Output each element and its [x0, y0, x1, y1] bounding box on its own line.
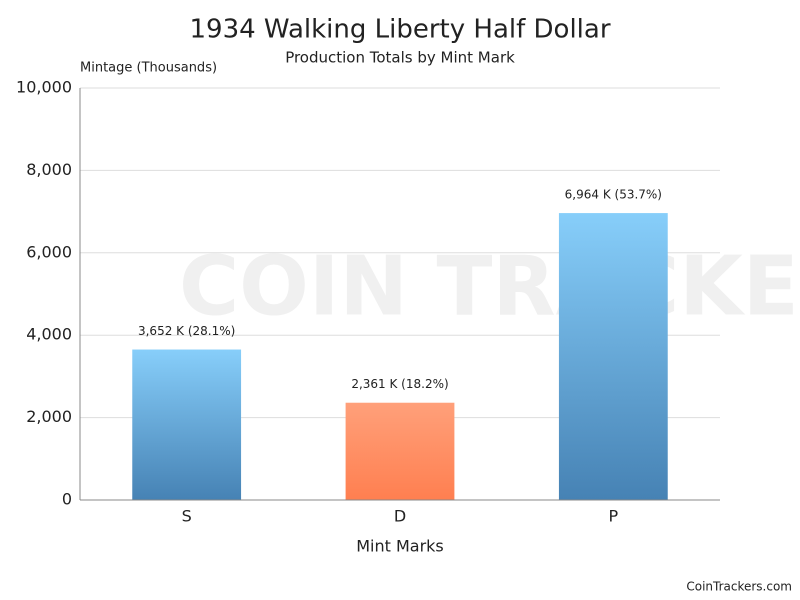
chart-subtitle: Production Totals by Mint Mark	[285, 49, 515, 67]
x-tick-label: P	[609, 507, 619, 526]
watermark: COIN TRACKERS	[179, 239, 800, 334]
value-label: 6,964 K (53.7%)	[565, 188, 662, 202]
value-label: 3,652 K (28.1%)	[138, 324, 235, 338]
y-tick-label: 6,000	[26, 242, 72, 261]
value-label: 2,361 K (18.2%)	[351, 377, 448, 391]
x-tick-label: S	[182, 507, 192, 526]
bar	[132, 349, 242, 500]
y-tick-label: 4,000	[26, 325, 72, 344]
chart-title: 1934 Walking Liberty Half Dollar	[189, 15, 610, 45]
x-tick-label: D	[394, 507, 406, 526]
y-axis-label: Mintage (Thousands)	[80, 61, 217, 76]
bar	[345, 402, 455, 500]
x-axis-label: Mint Marks	[356, 537, 444, 556]
y-tick-label: 2,000	[26, 407, 72, 426]
footer: CoinTrackers.com	[686, 580, 792, 594]
y-tick-label: 0	[62, 490, 72, 509]
y-tick-label: 8,000	[26, 160, 72, 179]
y-tick-label: 10,000	[16, 78, 72, 97]
bar	[558, 213, 668, 501]
